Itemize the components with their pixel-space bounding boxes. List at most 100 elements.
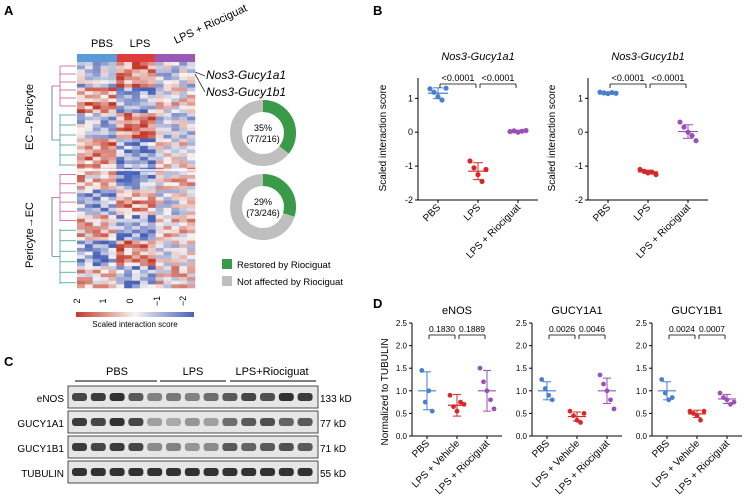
heatmap-cell — [92, 98, 101, 103]
gene-label-nos3-gucy1a1: Nos3-Gucy1a1 — [206, 68, 286, 82]
heatmap-cell — [163, 69, 172, 74]
blot-group-pbs: PBS — [106, 366, 128, 378]
heatmap-cell — [155, 196, 164, 201]
panel-d-gucy1a1-point — [581, 411, 587, 416]
heatmap-cell — [100, 251, 109, 256]
heatmap-cell — [187, 120, 196, 125]
heatmap-cell — [139, 189, 149, 194]
heatmap-cell — [147, 80, 156, 85]
legend-swatch-restored — [222, 259, 232, 269]
heatmap-cell — [139, 247, 149, 252]
heatmap-cell — [100, 229, 109, 234]
heatmap-cell — [139, 178, 149, 183]
blot-band — [184, 468, 200, 476]
panel-d-gucy1b1-x-tick-label: LPS + Riociguat — [673, 438, 732, 497]
heatmap-cell — [132, 236, 141, 241]
heatmap-cell — [179, 269, 188, 274]
panel-b-gucy1b1-pvalue: <0.0001 — [652, 73, 685, 83]
heatmap-cell — [155, 76, 164, 81]
heatmap-cell — [139, 218, 149, 223]
heatmap-cell — [116, 123, 125, 128]
heatmap-cell — [108, 145, 117, 150]
heatmap-cell — [163, 123, 172, 128]
heatmap-cell — [116, 277, 125, 282]
heatmap-cell — [132, 153, 141, 158]
panel-d-gucy1a1-x-tick-label: PBS — [530, 438, 552, 460]
heatmap-cell — [84, 280, 94, 285]
heatmap-cell — [84, 116, 94, 121]
heatmap-cell — [132, 134, 141, 139]
heatmap-cell — [84, 284, 94, 289]
heatmap-cell — [147, 91, 156, 96]
heatmap-cell — [155, 185, 164, 190]
panel-b-gucy1a1-y-tick-label: 0 — [408, 127, 413, 137]
heatmap-cell — [124, 215, 133, 220]
heatmap-cell — [84, 76, 94, 81]
panel-d-enos-point — [481, 379, 486, 385]
heatmap-cell — [139, 284, 149, 289]
heatmap-cell — [132, 156, 141, 161]
heatmap-cell — [187, 182, 196, 187]
panel-b-gucy1a1-y-tick-label: -1 — [405, 161, 413, 171]
heatmap-cell — [179, 215, 188, 220]
heatmap-cell — [124, 266, 133, 271]
heatmap-cell — [84, 160, 94, 165]
heatmap-cell — [124, 211, 133, 216]
heatmap-cell — [179, 196, 188, 201]
heatmap-cell — [124, 134, 133, 139]
heatmap-cell — [108, 105, 117, 110]
heatmap-cell — [171, 236, 180, 241]
heatmap-cell — [108, 218, 117, 223]
heatmap-cell — [139, 127, 149, 132]
heatmap-cell — [124, 102, 133, 107]
heatmap-cell — [84, 142, 94, 147]
heatmap-cell — [124, 116, 133, 121]
heatmap-cell — [147, 98, 156, 103]
heatmap-cell — [77, 156, 86, 161]
heatmap-cell — [187, 284, 196, 289]
heatmap-cell — [124, 164, 133, 169]
heatmap-cell — [116, 204, 125, 209]
heatmap-cell — [84, 269, 94, 274]
panel-d-gucy1b1-point — [687, 408, 693, 414]
heatmap-cell — [108, 273, 117, 278]
heatmap-cell — [155, 182, 164, 187]
heatmap-cell — [84, 131, 94, 136]
heatmap-cell — [171, 240, 180, 245]
heatmap-cell — [116, 72, 125, 77]
heatmap-cell — [100, 72, 109, 77]
heatmap-cell — [171, 280, 180, 285]
heatmap-cell — [124, 255, 133, 260]
panel-d-enos-y-tick-label: 0.0 — [396, 432, 408, 441]
heatmap-cell — [179, 153, 188, 158]
heatmap-cell — [147, 175, 156, 179]
heatmap-cell — [179, 76, 188, 81]
heatmap-cell — [116, 251, 125, 256]
heatmap-cell — [155, 145, 164, 150]
heatmap-cell — [187, 145, 196, 150]
heatmap-cell — [77, 280, 86, 285]
gene-label-leader-2 — [194, 73, 206, 93]
heatmap-cell — [108, 244, 117, 249]
heatmap-cell — [147, 105, 156, 110]
heatmap-cell — [92, 182, 101, 187]
heatmap-cell — [92, 127, 101, 132]
heatmap-cell — [171, 247, 180, 252]
heatmap-cell — [155, 160, 164, 165]
heatmap-cell — [84, 255, 94, 260]
heatmap-cell — [179, 131, 188, 136]
heatmap-cell — [92, 109, 101, 114]
heatmap-cell — [116, 145, 125, 150]
heatmap-cell — [77, 87, 86, 92]
heatmap-cell — [108, 138, 117, 143]
heatmap-cell — [132, 196, 141, 201]
heatmap-cell — [124, 120, 133, 125]
blot-band — [203, 468, 219, 476]
heatmap-cell — [171, 153, 180, 158]
heatmap-cell — [116, 236, 125, 241]
heatmap-cell — [108, 266, 117, 271]
heatmap-cell — [77, 266, 86, 271]
heatmap-cell — [84, 226, 94, 230]
heatmap-cell — [163, 207, 172, 212]
